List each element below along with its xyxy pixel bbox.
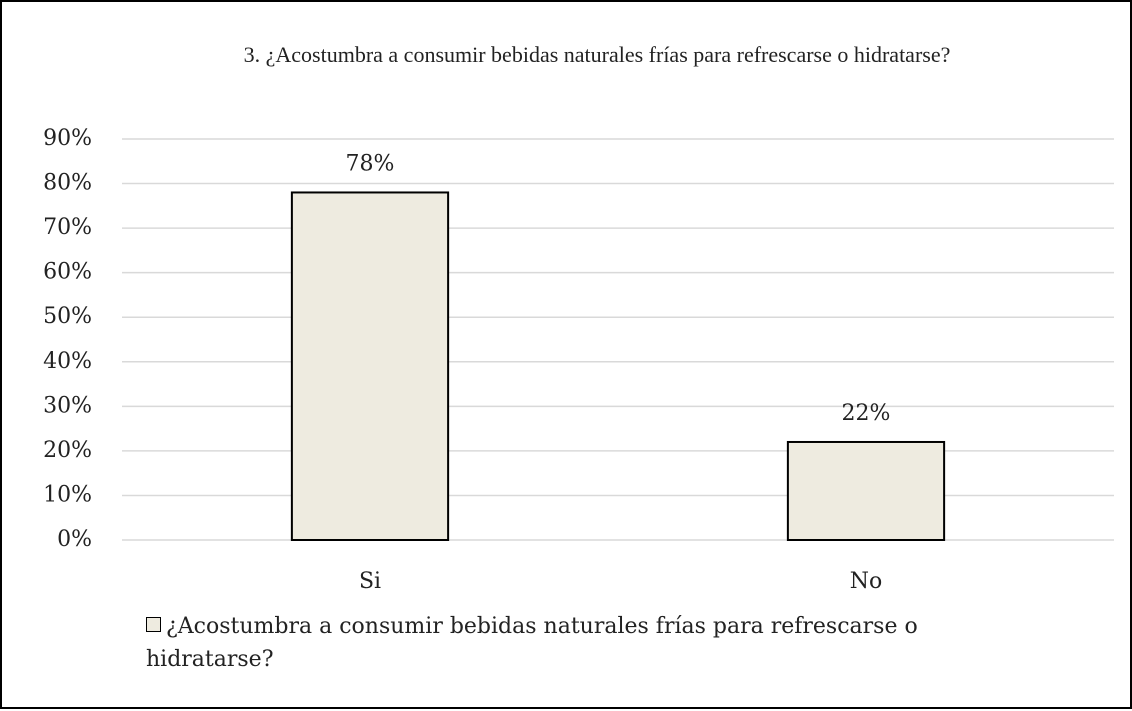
y-tick-label: 0% xyxy=(57,527,92,552)
chart-title: 3. ¿Acostumbra a consumir bebidas natura… xyxy=(243,42,951,67)
legend-swatch xyxy=(146,617,161,632)
legend-label: ¿Acostumbra a consumir bebidas naturales… xyxy=(146,614,918,672)
y-tick-label: 70% xyxy=(43,215,92,240)
y-tick-label: 90% xyxy=(43,126,92,151)
x-tick-label: Si xyxy=(359,569,381,594)
y-tick-label: 30% xyxy=(43,393,92,418)
y-tick-label: 80% xyxy=(43,171,92,196)
y-tick-label: 60% xyxy=(43,260,92,285)
y-tick-label: 50% xyxy=(43,304,92,329)
bar xyxy=(290,191,450,541)
y-tick-label: 10% xyxy=(43,482,92,507)
y-tick-label: 20% xyxy=(43,438,92,463)
bar xyxy=(786,440,946,542)
data-label: 22% xyxy=(842,401,891,426)
x-tick-label: No xyxy=(850,569,883,594)
y-tick-label: 40% xyxy=(43,349,92,374)
data-label: 78% xyxy=(346,151,395,176)
legend: ¿Acostumbra a consumir bebidas naturales… xyxy=(146,610,1046,676)
